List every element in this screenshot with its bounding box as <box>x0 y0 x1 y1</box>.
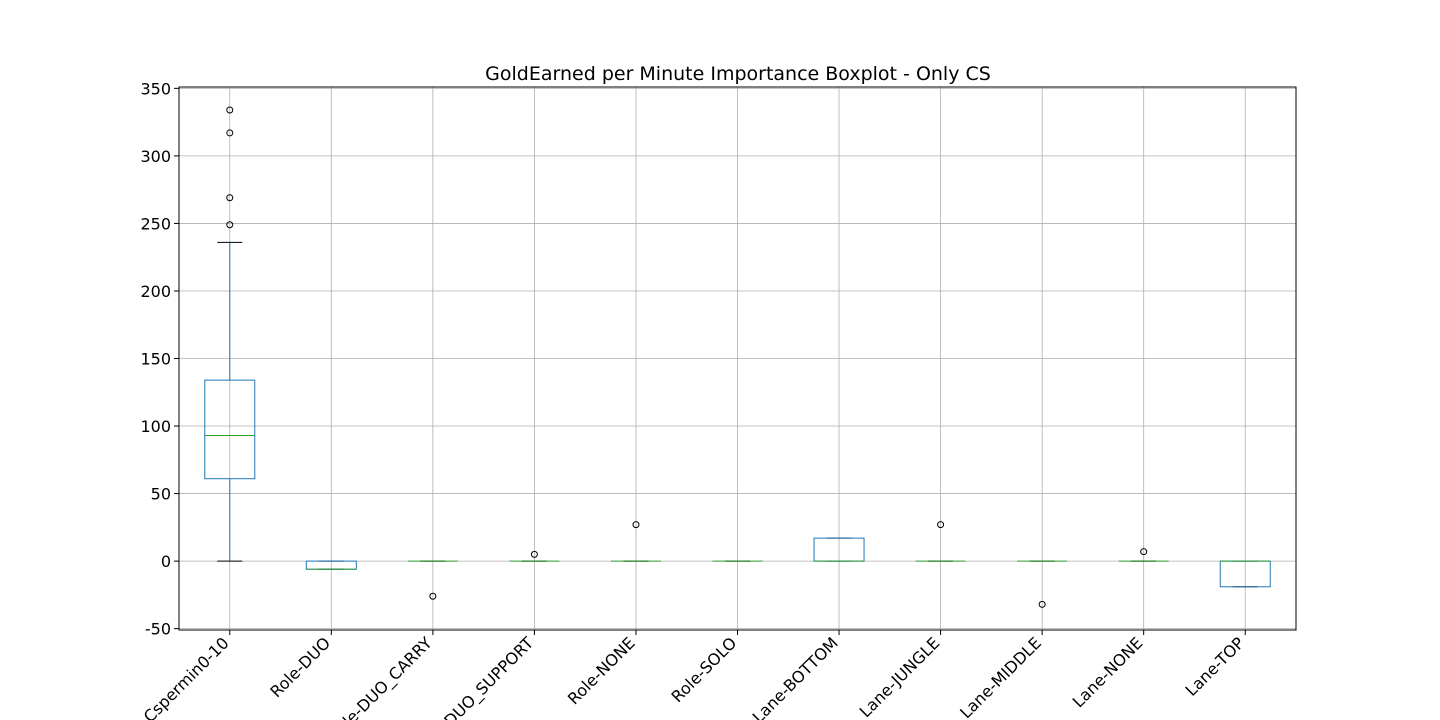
outlier <box>429 592 437 600</box>
outlier <box>226 129 234 137</box>
outlier <box>226 194 234 202</box>
y-tick-label: 350 <box>140 79 171 98</box>
box <box>204 379 256 480</box>
y-tick-label: 300 <box>140 147 171 166</box>
outlier <box>937 521 945 529</box>
y-tick-label: 100 <box>140 417 171 436</box>
y-tick-label: 200 <box>140 282 171 301</box>
outlier <box>226 106 234 114</box>
y-tick-label: 150 <box>140 350 171 369</box>
outlier <box>1140 548 1148 556</box>
outlier <box>530 550 538 558</box>
chart-title: GoldEarned per Minute Importance Boxplot… <box>485 63 991 85</box>
plot-frame <box>178 86 1297 631</box>
y-tick-label: 50 <box>151 485 171 504</box>
y-tick-label: 250 <box>140 214 171 233</box>
y-tick-label: -50 <box>145 620 171 639</box>
outlier <box>1038 600 1046 608</box>
outlier <box>632 521 640 529</box>
y-tick-label: 0 <box>161 552 171 571</box>
outlier <box>226 221 234 229</box>
